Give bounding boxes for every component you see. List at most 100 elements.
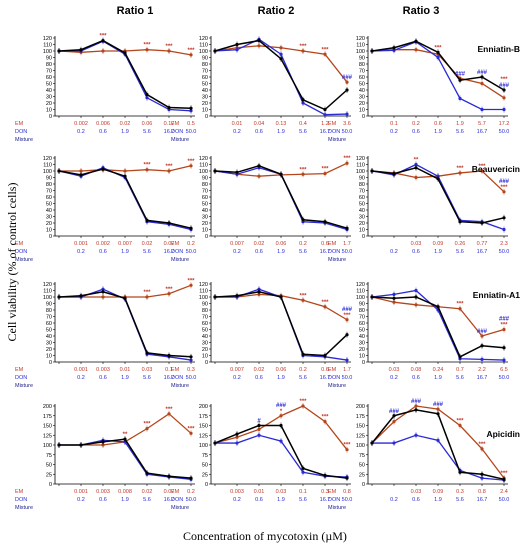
significance-label: ** [123,432,128,438]
em-concentration-label: 2.2 [478,367,486,373]
y-tick-label: 80 [46,308,52,314]
em-concentration-label: 0.4 [299,121,307,127]
em-concentration-label: 0.2 [299,367,307,373]
em-row-label: EM [171,489,180,495]
y-tick-label: 0 [205,114,208,120]
y-tick-label: 110 [43,43,52,49]
y-tick-label: 40 [46,88,52,94]
em-concentration-label: 0.2 [187,489,195,495]
row-title-enniatin-b: Enniatin-B [478,44,521,54]
don-concentration-label: 1.9 [121,249,129,255]
em-row-label: EM [328,121,337,127]
significance-label: *** [321,167,329,173]
em-row-label: EM [328,367,337,373]
don-concentration-label: 1.9 [434,375,442,381]
y-tick-label: 50 [359,328,365,334]
significance-label: ### [499,83,510,89]
significance-label: ### [342,307,353,313]
y-tick-label: 50 [46,82,52,88]
y-tick-label: 120 [199,282,208,288]
significance-label: *** [500,471,508,477]
don-concentration-label: 0.6 [255,375,263,381]
y-tick-label: 100 [43,443,52,449]
series-line-mixture [214,424,348,479]
don-concentration-label: 0.2 [390,375,398,381]
em-concentration-label: 2.3 [500,241,508,247]
don-concentration-label: 0.2 [77,375,85,381]
y-tick-label: 60 [359,321,365,327]
don-concentration-label: 0.6 [412,249,420,255]
don-concentration-label: 5.6 [143,249,151,255]
y-tick-label: 0 [49,234,52,240]
significance-label: *** [165,287,173,293]
y-tick-label: 175 [43,414,52,420]
y-tick-label: 20 [46,101,52,107]
em-concentration-label: 0.02 [120,121,131,127]
y-tick-label: 30 [359,95,365,101]
y-tick-label: 120 [43,36,52,42]
em-concentration-label: 0.24 [433,367,444,373]
y-tick-label: 175 [356,414,365,420]
em-concentration-label: 0.8 [478,489,486,495]
y-tick-label: 100 [356,169,365,175]
significance-label: ### [342,75,353,81]
em-concentration-label: 0.1 [299,489,307,495]
don-concentration-label: 16.7 [164,129,175,135]
significance-label: * [280,409,283,415]
y-tick-label: 90 [359,176,365,182]
y-tick-label: 50 [359,82,365,88]
don-concentration-label: 16.7 [164,249,175,255]
y-tick-label: 110 [43,163,52,169]
em-concentration-label: 5.7 [478,121,486,127]
column-title-ratio-3: Ratio 3 [403,5,440,17]
y-tick-label: 50 [202,463,208,469]
significance-label: *** [321,47,329,53]
em-concentration-label: 0.2 [299,241,307,247]
em-concentration-label: 0.01 [254,489,265,495]
don-row-label: DON [171,129,183,135]
em-concentration-label: 0.02 [254,367,265,373]
significance-label: *** [456,419,464,425]
significance-label: ### [433,402,444,408]
y-tick-label: 60 [202,195,208,201]
y-tick-label: 40 [46,334,52,340]
mixture-row-label: Mixture [15,257,33,263]
y-tick-label: 200 [199,404,208,410]
significance-label: *** [143,290,151,296]
don-concentration-label: 5.6 [143,375,151,381]
don-row-label: DON [328,497,340,503]
don-concentration-label: 50.0 [499,497,510,503]
em-concentration-label: 0.02 [142,241,153,247]
don-concentration-label: 5.6 [299,497,307,503]
em-concentration-label: 0.007 [230,241,244,247]
em-concentration-label: 0.26 [455,241,466,247]
y-tick-label: 125 [199,433,208,439]
series-line-mixture [59,438,192,479]
em-concentration-label: 0.06 [276,241,287,247]
em-concentration-label: 0.1 [390,121,398,127]
em-concentration-label: 1.2 [321,121,329,127]
em-concentration-label: 0.13 [276,121,287,127]
mixture-row-label: Mixture [15,137,33,143]
significance-label: ### [477,70,488,76]
significance-label: *** [299,399,307,405]
y-tick-label: 40 [359,334,365,340]
y-tick-label: 80 [359,308,365,314]
don-concentration-label: 0.2 [233,129,241,135]
em-concentration-label: 0.01 [232,121,243,127]
y-tick-label: 20 [359,101,365,107]
significance-label: *** [299,167,307,173]
significance-label: ### [455,71,466,77]
don-concentration-label: 50.0 [186,375,197,381]
y-tick-label: 125 [43,433,52,439]
don-row-label: DON [15,375,27,381]
y-tick-label: 10 [359,354,365,360]
em-concentration-label: 0.08 [411,367,422,373]
don-concentration-label: 1.9 [121,375,129,381]
em-concentration-label: 0.2 [187,241,195,247]
em-concentration-label: 0.04 [254,121,265,127]
y-tick-label: 120 [199,36,208,42]
don-concentration-label: 50.0 [499,375,510,381]
y-tick-label: 70 [202,69,208,75]
